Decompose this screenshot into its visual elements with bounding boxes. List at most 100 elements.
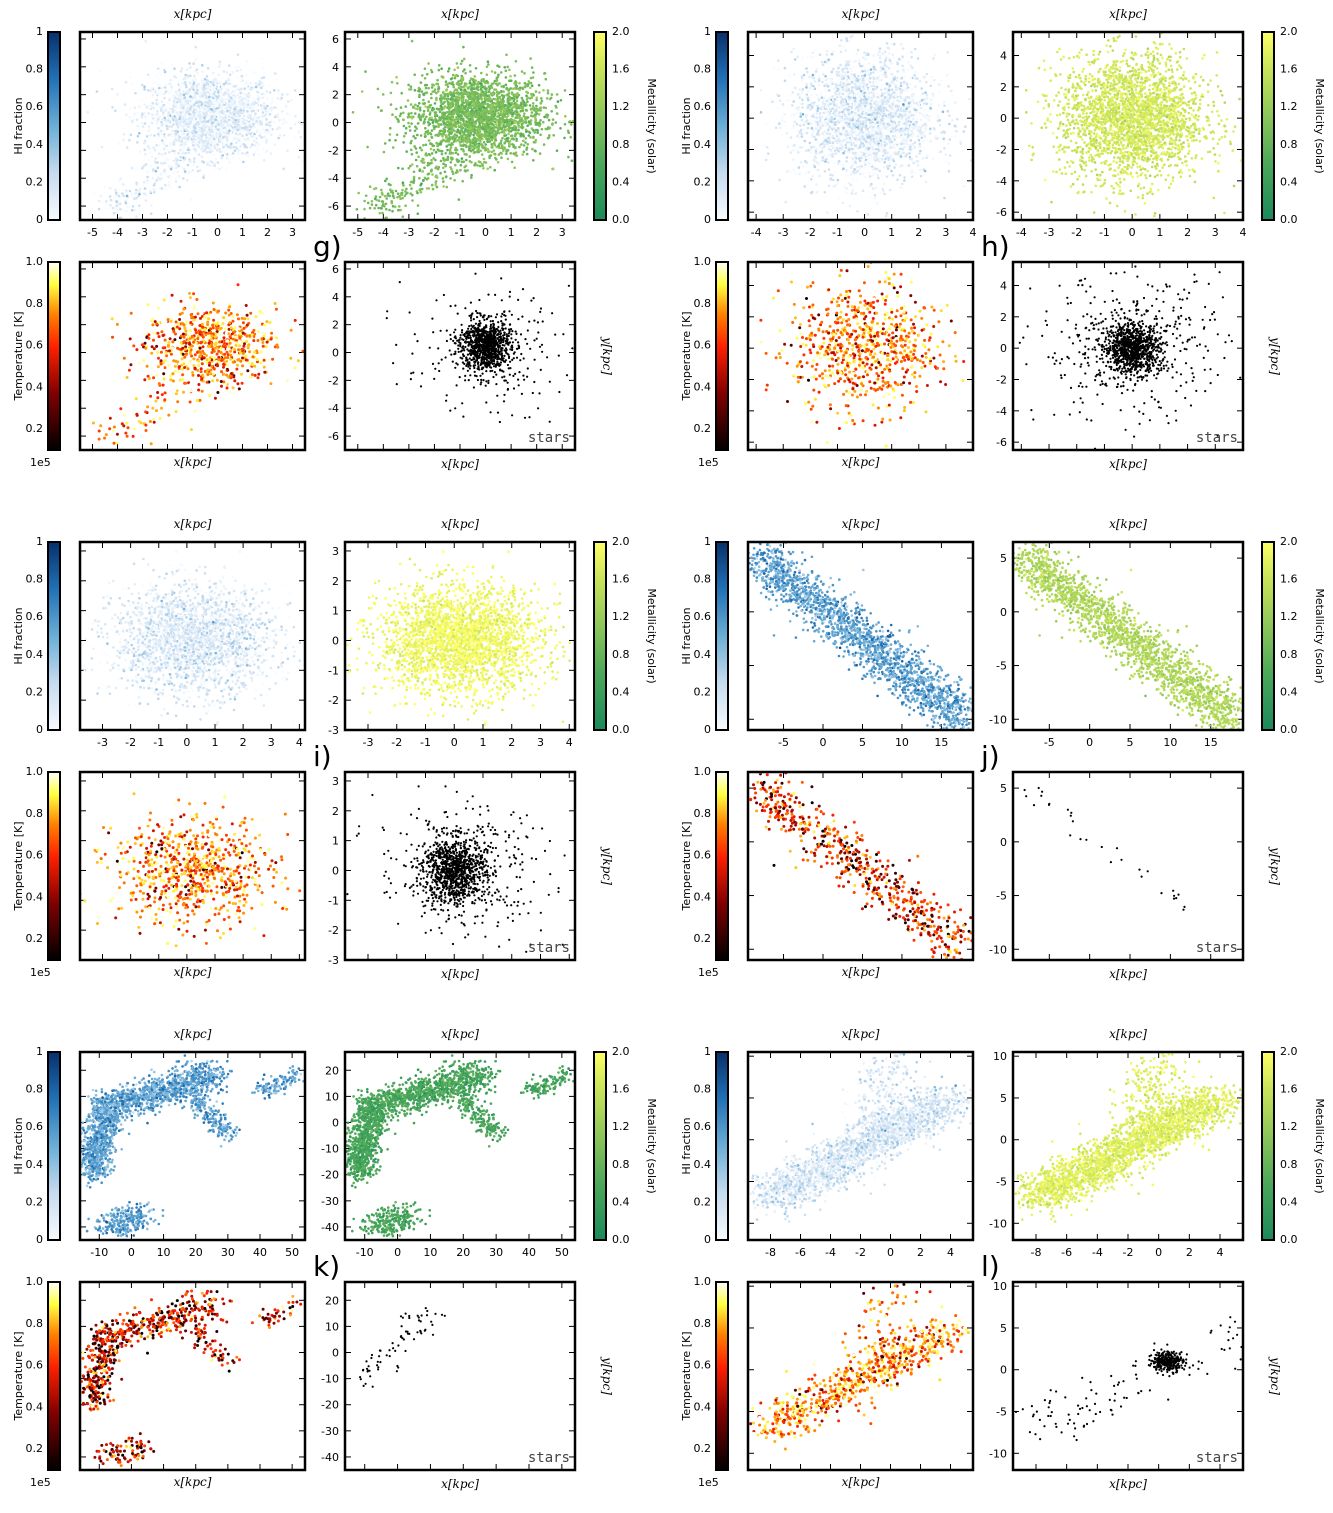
data-point xyxy=(482,157,486,161)
data-point xyxy=(200,155,204,158)
data-point xyxy=(257,124,261,127)
data-point xyxy=(533,113,537,116)
data-point xyxy=(240,74,244,78)
data-point xyxy=(442,91,445,94)
data-point xyxy=(396,196,399,199)
data-point xyxy=(239,108,243,112)
data-point xyxy=(454,151,458,154)
data-point xyxy=(212,110,216,113)
data-point xyxy=(245,60,249,63)
data-point xyxy=(430,143,434,146)
data-point xyxy=(507,121,511,125)
data-point xyxy=(474,122,477,126)
data-point xyxy=(183,110,186,113)
data-point xyxy=(261,84,265,87)
data-point xyxy=(390,80,394,84)
data-point xyxy=(461,78,465,82)
data-point xyxy=(470,108,474,111)
data-point xyxy=(178,185,181,189)
data-point xyxy=(503,103,507,107)
data-point xyxy=(466,102,469,106)
data-point xyxy=(437,68,441,72)
data-point xyxy=(148,158,151,162)
data-point xyxy=(201,118,204,121)
data-point xyxy=(154,169,158,173)
data-point xyxy=(280,96,284,100)
data-point xyxy=(105,222,108,225)
data-point xyxy=(216,143,219,146)
data-point xyxy=(245,153,249,157)
data-point xyxy=(471,78,475,81)
data-point xyxy=(202,176,205,179)
data-point xyxy=(447,67,451,70)
data-point xyxy=(456,107,460,110)
data-point xyxy=(455,97,458,100)
data-point xyxy=(166,88,170,91)
data-point xyxy=(509,74,512,78)
data-point xyxy=(425,115,428,119)
data-point xyxy=(463,121,467,124)
data-point xyxy=(209,82,212,86)
data-point xyxy=(435,119,438,123)
data-point xyxy=(297,155,300,159)
data-point xyxy=(171,131,174,135)
data-point xyxy=(520,116,523,120)
data-point xyxy=(437,64,441,67)
data-point xyxy=(428,122,432,126)
data-point xyxy=(376,87,380,91)
data-point xyxy=(151,113,154,116)
data-point xyxy=(147,112,150,115)
data-point xyxy=(486,110,490,114)
colorbar-tick-label: 0.4 xyxy=(612,175,630,188)
data-point xyxy=(216,134,219,138)
data-point xyxy=(144,152,147,156)
data-point xyxy=(152,146,155,149)
data-point xyxy=(252,87,256,91)
colorbar-tick-label: 1.6 xyxy=(612,63,630,76)
colorbar-tick-label: 0.8 xyxy=(26,63,44,76)
data-point xyxy=(374,195,378,198)
data-point xyxy=(214,141,218,144)
data-point xyxy=(389,188,392,191)
data-point xyxy=(179,126,182,129)
data-point xyxy=(466,100,470,104)
data-point xyxy=(194,160,198,163)
data-point xyxy=(131,120,134,124)
data-point xyxy=(484,134,488,138)
data-point xyxy=(434,183,438,187)
data-point xyxy=(163,158,166,162)
data-point xyxy=(475,115,479,118)
data-point xyxy=(147,107,151,110)
data-point xyxy=(491,105,495,109)
data-point xyxy=(400,91,404,95)
data-point xyxy=(258,120,262,123)
data-point xyxy=(444,152,448,155)
data-point xyxy=(223,92,226,96)
data-point xyxy=(164,187,168,191)
data-point xyxy=(179,157,182,161)
data-point xyxy=(200,147,204,150)
data-point xyxy=(237,120,240,124)
data-point xyxy=(216,115,220,118)
data-point xyxy=(441,177,445,180)
data-point xyxy=(439,104,443,108)
data-point xyxy=(109,203,112,207)
data-point xyxy=(401,196,404,200)
data-point xyxy=(212,78,216,82)
data-point xyxy=(426,120,430,124)
data-point xyxy=(455,112,459,116)
data-point xyxy=(430,183,434,187)
data-point xyxy=(190,115,194,118)
data-point xyxy=(206,90,209,94)
data-point xyxy=(483,92,487,96)
data-point xyxy=(448,137,452,141)
data-point xyxy=(443,100,446,104)
data-point xyxy=(414,107,417,110)
colorbar-tick-label: 0.6 xyxy=(26,339,44,352)
data-point xyxy=(496,161,500,164)
data-point xyxy=(498,82,501,85)
data-point xyxy=(209,150,212,154)
data-point xyxy=(497,65,501,68)
panel-label: g) xyxy=(313,230,342,263)
data-point xyxy=(418,102,421,105)
